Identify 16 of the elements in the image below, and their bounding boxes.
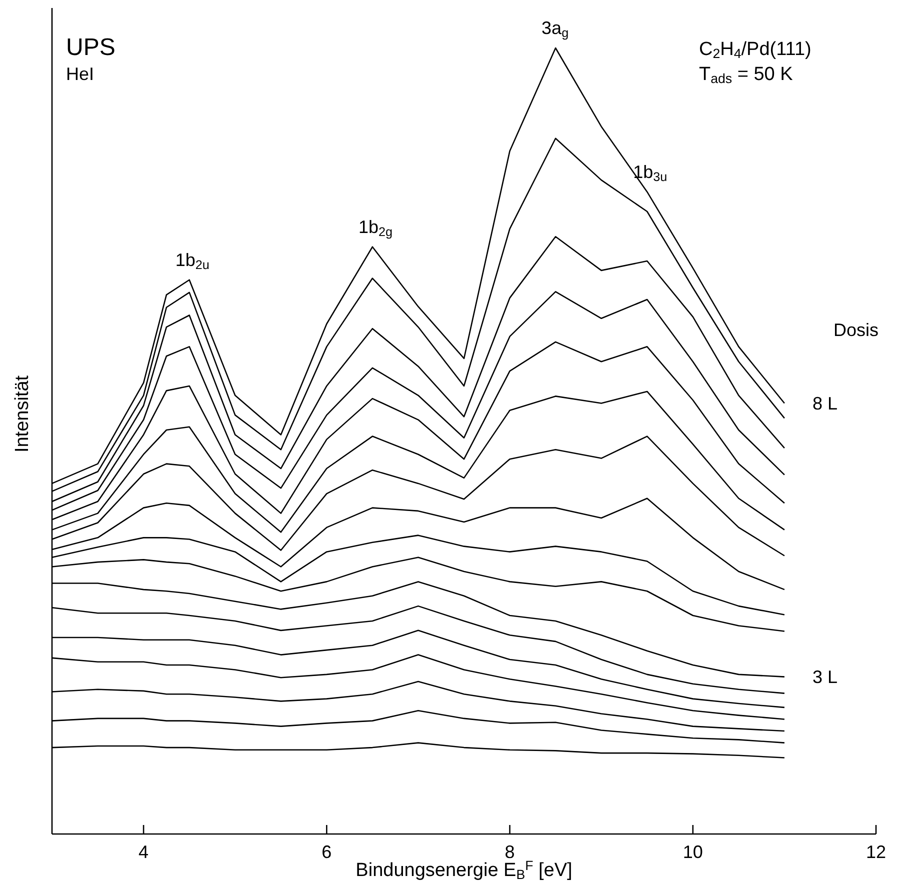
y-axis-title: Intensität bbox=[12, 374, 33, 453]
legend-title: Dosis bbox=[833, 320, 879, 340]
annotation: T$_{ads}$ = 50 K bbox=[699, 64, 794, 86]
annotation: 3a$_{g}$ bbox=[542, 18, 569, 40]
annotation: 1b$_{3u}$ bbox=[633, 162, 668, 184]
annotation: 1b$_{2u}$ bbox=[175, 250, 210, 272]
annotation: 1b$_{2g}$ bbox=[358, 216, 392, 240]
x-tick-label: 6 bbox=[322, 842, 332, 862]
x-tick-label: 10 bbox=[682, 842, 703, 862]
series-label: 8 L bbox=[812, 393, 838, 414]
annotation: HeI bbox=[66, 64, 94, 84]
series-label: 3 L bbox=[812, 666, 838, 687]
annotation: C$_{2}$H$_{4}$/Pd(111) bbox=[699, 39, 812, 62]
x-tick-label: 4 bbox=[138, 842, 149, 862]
annotation: UPS bbox=[66, 34, 116, 61]
x-tick-label: 12 bbox=[866, 842, 886, 862]
